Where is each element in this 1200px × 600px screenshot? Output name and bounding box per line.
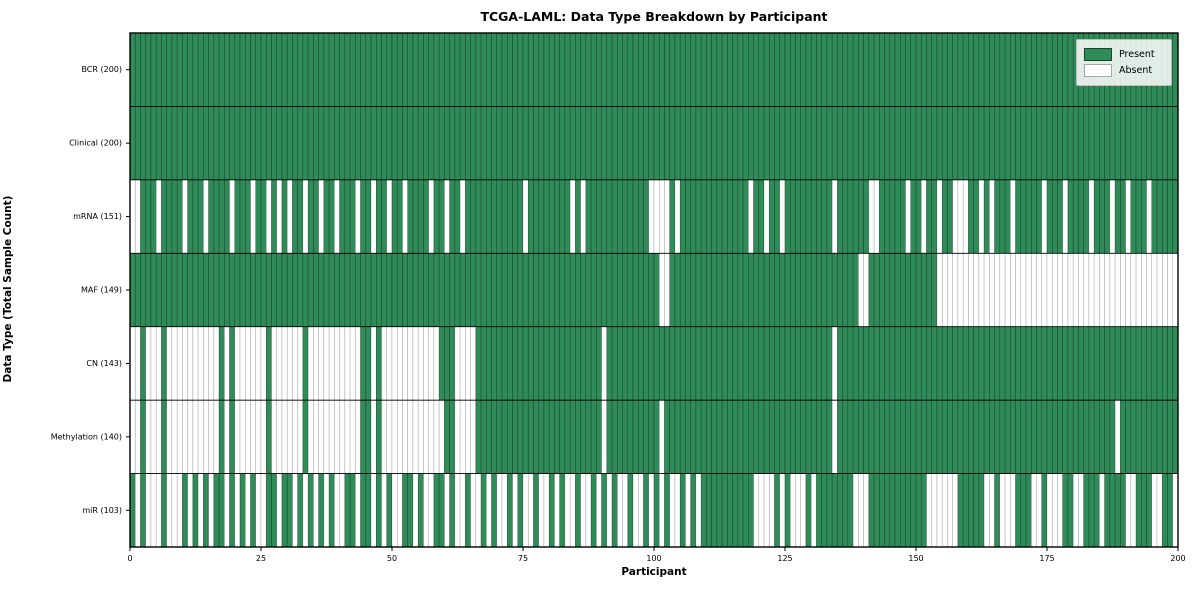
svg-text:Methylation (140): Methylation (140) xyxy=(51,432,122,441)
legend-label-absent: Absent xyxy=(1119,65,1153,76)
absent-swatch xyxy=(1084,64,1112,77)
svg-text:25: 25 xyxy=(256,554,266,563)
svg-text:50: 50 xyxy=(387,554,397,563)
svg-text:125: 125 xyxy=(777,554,792,563)
svg-text:75: 75 xyxy=(518,554,528,563)
svg-text:mRNA (151): mRNA (151) xyxy=(73,212,122,221)
legend-entry-absent: Absent xyxy=(1084,64,1163,77)
svg-text:200: 200 xyxy=(1170,554,1185,563)
svg-text:150: 150 xyxy=(908,554,923,563)
svg-text:BCR (200): BCR (200) xyxy=(81,65,122,74)
svg-text:MAF (149): MAF (149) xyxy=(81,286,122,295)
present-swatch xyxy=(1084,48,1112,61)
svg-text:0: 0 xyxy=(127,554,132,563)
legend-entry-present: Present xyxy=(1084,48,1163,61)
legend-label-present: Present xyxy=(1119,49,1155,60)
chart-title: TCGA-LAML: Data Type Breakdown by Partic… xyxy=(480,9,828,24)
legend: Present Absent xyxy=(1076,39,1172,86)
x-axis-label: Participant xyxy=(621,566,687,578)
svg-text:miR (103): miR (103) xyxy=(82,506,122,515)
svg-text:100: 100 xyxy=(646,554,661,563)
svg-text:175: 175 xyxy=(1039,554,1054,563)
svg-text:Clinical (200): Clinical (200) xyxy=(69,139,122,148)
svg-text:CN (143): CN (143) xyxy=(86,359,122,368)
